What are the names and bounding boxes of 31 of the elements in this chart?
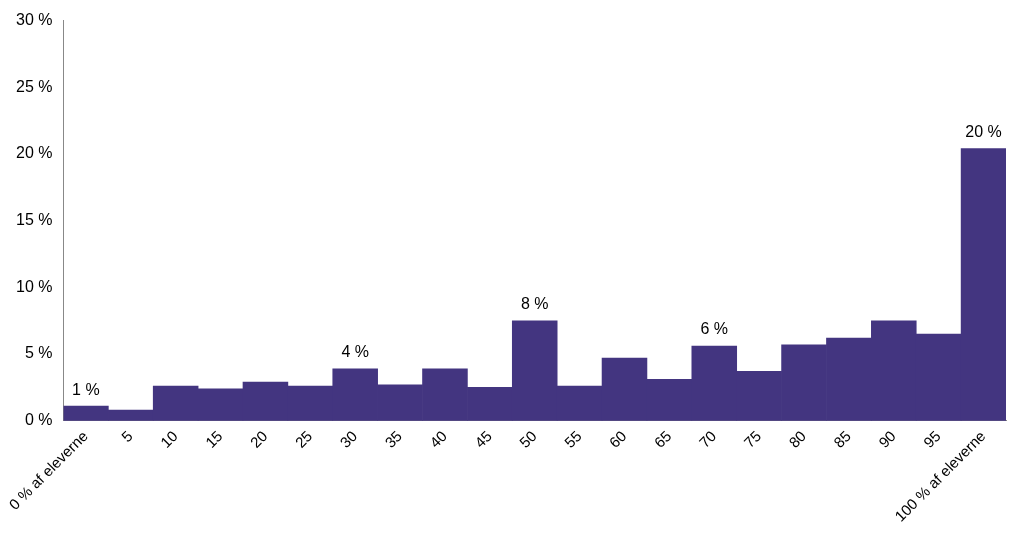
data-label: 20 % [965, 123, 1002, 141]
x-tick-label: 45 [471, 427, 495, 451]
x-tick-label: 5 [117, 427, 136, 446]
x-tick-label: 60 [605, 427, 630, 451]
x-tick-label: 35 [381, 427, 406, 451]
x-tick-label: 80 [785, 427, 810, 451]
x-tick-label: 55 [560, 427, 585, 451]
y-tick-label: 10 % [15, 277, 53, 295]
y-tick-label: 15 % [15, 211, 53, 229]
x-tick-label: 95 [919, 427, 944, 451]
y-tick-label: 20 % [15, 144, 53, 162]
y-tick-label: 30 % [15, 11, 53, 29]
x-tick-label: 15 [201, 427, 226, 451]
data-label: 8 % [520, 295, 549, 313]
data-label: 4 % [341, 343, 369, 361]
x-tick-label: 85 [830, 427, 854, 451]
x-tick-label: 25 [291, 427, 316, 451]
data-label: 1 % [72, 380, 100, 398]
x-tick-label: 90 [875, 427, 899, 451]
y-tick-label: 25 % [15, 77, 53, 95]
x-tick-label: 10 [156, 427, 181, 451]
x-tick-label: 40 [426, 427, 451, 451]
x-tick-label: 30 [336, 427, 361, 451]
x-tick-label: 75 [740, 427, 765, 451]
x-tick-label: 20 [246, 427, 271, 451]
x-tick-label: 65 [650, 427, 675, 451]
x-tick-label: 70 [695, 427, 720, 451]
x-tick-label: 50 [515, 427, 540, 451]
data-label: 6 % [700, 320, 729, 338]
y-tick-label: 5 % [24, 344, 53, 362]
y-tick-label: 0 % [24, 411, 53, 429]
